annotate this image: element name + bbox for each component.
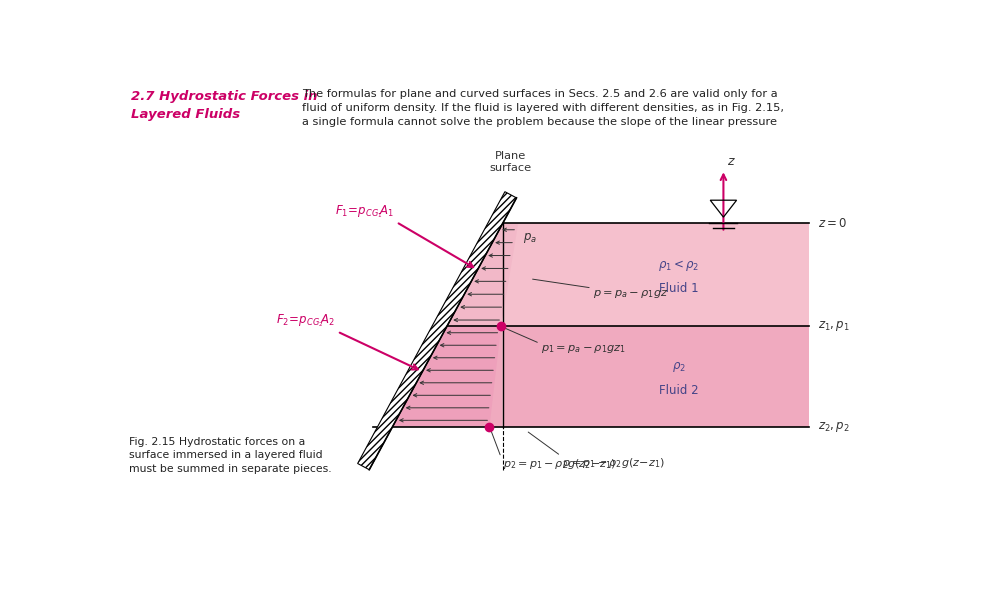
Text: The formulas for plane and curved surfaces in Secs. 2.5 and 2.6 are valid only f: The formulas for plane and curved surfac… [302,89,784,128]
Polygon shape [392,326,502,426]
Polygon shape [357,192,517,469]
Text: $F_1\!=\!p_{CG_1}\!A_1$: $F_1\!=\!p_{CG_1}\!A_1$ [335,203,394,220]
Polygon shape [392,326,503,426]
Text: $p = p_1 - \rho_2 g(z\!-\!z_1)$: $p = p_1 - \rho_2 g(z\!-\!z_1)$ [563,456,666,470]
Text: Fig. 2.15 Hydrostatic forces on a
surface immersed in a layered fluid
must be su: Fig. 2.15 Hydrostatic forces on a surfac… [129,437,331,474]
Text: $p_a$: $p_a$ [523,231,537,245]
Text: Fluid 2: Fluid 2 [659,384,699,397]
Polygon shape [446,223,519,326]
Text: $p_1 = p_a - \rho_1 gz_1$: $p_1 = p_a - \rho_1 gz_1$ [542,343,627,355]
Text: $p = p_a - \rho_1 gz$: $p = p_a - \rho_1 gz$ [594,288,669,300]
Polygon shape [446,223,503,326]
Bar [503,223,809,326]
Text: $z_2, p_2$: $z_2, p_2$ [818,419,850,434]
Text: $p_2 = p_1 - \rho_2 g(z_2\!-\!z_1)$: $p_2 = p_1 - \rho_2 g(z_2\!-\!z_1)$ [503,457,616,471]
Text: $F_2\!=\!p_{CG_2}\!A_2$: $F_2\!=\!p_{CG_2}\!A_2$ [276,312,335,329]
Text: $z$: $z$ [727,155,736,168]
Text: $\rho_1 < \rho_2$: $\rho_1 < \rho_2$ [659,258,700,273]
Text: $\rho_2$: $\rho_2$ [672,360,686,375]
Text: $z = 0$: $z = 0$ [818,217,847,230]
Bar [503,326,809,426]
Text: Fluid 1: Fluid 1 [659,282,699,295]
Text: 2.7 Hydrostatic Forces in
Layered Fluids: 2.7 Hydrostatic Forces in Layered Fluids [131,90,318,121]
Text: Plane
surface: Plane surface [489,151,532,173]
Text: $z_1, p_1$: $z_1, p_1$ [818,320,850,333]
